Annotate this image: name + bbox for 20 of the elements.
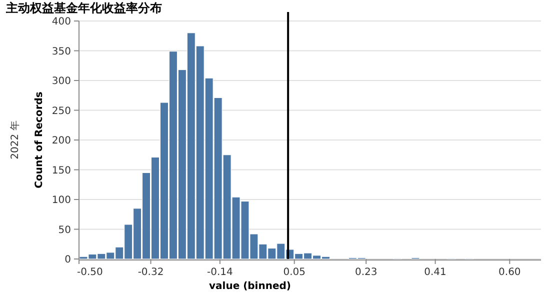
- x-tick-label: 0.60: [498, 267, 521, 278]
- x-axis-title: value (binned): [209, 281, 291, 292]
- y-tick-label: 250: [52, 106, 71, 117]
- chart-title: 主动权益基金年化收益率分布: [5, 1, 162, 15]
- text: 2022 年: [9, 120, 21, 160]
- y-axis-title: Count of Records: [34, 92, 45, 188]
- x-tick-label: 0.41: [424, 267, 446, 278]
- x-tick-label: 0.23: [354, 267, 378, 278]
- y-tick-label: 0: [64, 254, 71, 266]
- y-tick-label: 350: [52, 46, 71, 58]
- y-tick-label: 200: [52, 136, 71, 146]
- y-tick-label: 400: [52, 16, 71, 28]
- y-tick-label: 100: [52, 195, 71, 206]
- y-tick-label: 300: [52, 76, 71, 87]
- x-tick-label: -0.50: [77, 267, 103, 278]
- x-tick-label: 0.05: [283, 267, 306, 278]
- y-tick-label: 150: [52, 165, 71, 176]
- x-tick-label: -0.14: [207, 267, 233, 278]
- x-tick-label: -0.32: [138, 267, 164, 278]
- y-tick-label: 50: [58, 224, 71, 236]
